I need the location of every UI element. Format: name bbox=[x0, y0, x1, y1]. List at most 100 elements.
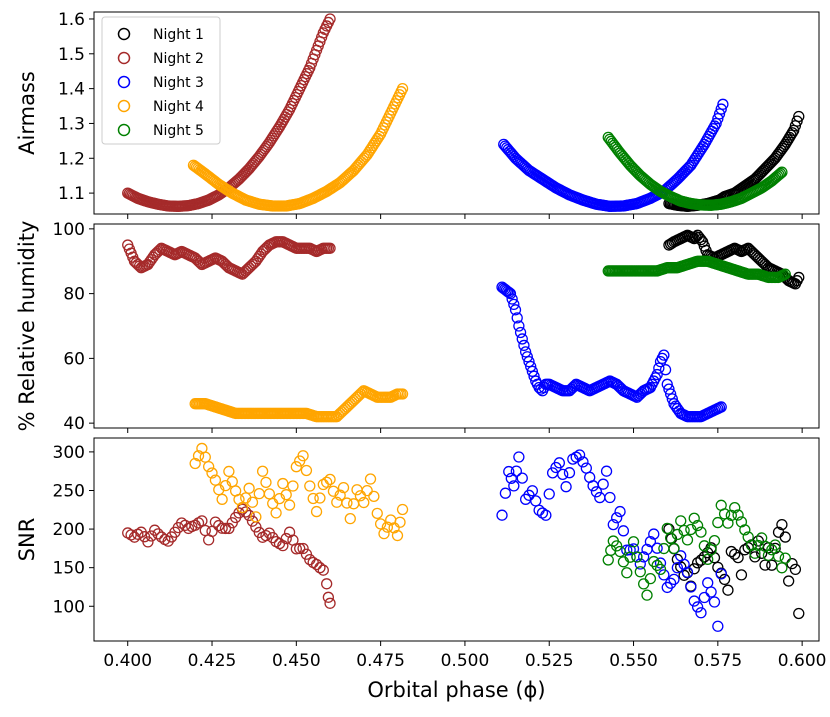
data-point-night-5 bbox=[675, 515, 687, 527]
data-point-night-2 bbox=[260, 529, 272, 542]
data-point-night-4 bbox=[260, 476, 272, 489]
data-point-night-2 bbox=[196, 515, 208, 527]
data-point-night-4 bbox=[287, 480, 299, 492]
y-tick-label: 60 bbox=[63, 349, 85, 369]
data-point-night-2 bbox=[209, 516, 222, 528]
data-point-night-4 bbox=[236, 501, 249, 514]
data-point-night-5 bbox=[681, 534, 694, 546]
series-night-5 bbox=[602, 499, 791, 601]
data-point-night-5 bbox=[776, 166, 788, 178]
data-point-night-3 bbox=[510, 465, 522, 477]
data-point-night-3 bbox=[654, 557, 667, 569]
y-tick-label: 80 bbox=[63, 285, 85, 305]
data-point-night-4 bbox=[192, 450, 205, 462]
x-tick-label: 0.400 bbox=[103, 651, 152, 671]
data-point-night-3 bbox=[614, 505, 626, 518]
data-point-night-5 bbox=[712, 516, 724, 529]
data-point-night-4 bbox=[364, 473, 377, 485]
data-point-night-3 bbox=[513, 451, 525, 463]
data-point-night-1 bbox=[783, 575, 795, 587]
data-point-night-5 bbox=[732, 509, 744, 521]
data-point-night-3 bbox=[664, 388, 677, 400]
data-point-night-4 bbox=[334, 489, 346, 501]
data-point-night-1 bbox=[691, 557, 704, 569]
x-tick-label: 0.575 bbox=[694, 651, 743, 671]
data-point-night-4 bbox=[206, 467, 218, 479]
data-point-night-4 bbox=[307, 492, 319, 505]
data-point-night-5 bbox=[658, 542, 670, 555]
data-point-night-5 bbox=[651, 559, 663, 572]
data-point-night-2 bbox=[223, 522, 235, 535]
data-point-night-4 bbox=[396, 503, 409, 516]
y-tick-label: 150 bbox=[53, 559, 85, 579]
data-point-night-4 bbox=[216, 493, 228, 505]
data-point-night-3 bbox=[712, 113, 724, 125]
data-point-night-3 bbox=[661, 378, 673, 390]
data-point-night-5 bbox=[698, 540, 710, 552]
data-point-night-4 bbox=[351, 484, 363, 496]
data-point-night-2 bbox=[125, 529, 137, 541]
data-point-night-3 bbox=[617, 525, 630, 537]
data-point-night-1 bbox=[712, 561, 724, 574]
data-point-night-3 bbox=[514, 326, 527, 339]
data-point-night-2 bbox=[176, 517, 188, 529]
data-point-night-1 bbox=[695, 233, 707, 246]
legend-label-night-3: Night 3 bbox=[153, 75, 204, 91]
legend: Night 1 Night 2 Night 3 Night 4 Night 5 bbox=[101, 16, 221, 145]
data-point-night-2 bbox=[216, 522, 228, 534]
legend-label-night-4: Night 4 bbox=[153, 99, 204, 115]
data-point-night-3 bbox=[715, 568, 727, 580]
data-point-night-2 bbox=[297, 542, 309, 555]
data-point-night-4 bbox=[341, 497, 353, 509]
data-point-night-1 bbox=[722, 584, 734, 596]
data-point-night-5 bbox=[627, 536, 640, 548]
data-point-night-2 bbox=[267, 531, 279, 544]
data-point-night-4 bbox=[280, 489, 292, 501]
data-point-night-3 bbox=[712, 620, 724, 632]
data-point-night-1 bbox=[688, 563, 700, 575]
data-point-night-5 bbox=[664, 532, 677, 544]
legend-marker-night-3 bbox=[117, 75, 131, 89]
x-tick-label: 0.425 bbox=[188, 651, 237, 671]
x-tick-label: 0.600 bbox=[778, 651, 827, 671]
data-point-night-2 bbox=[152, 528, 164, 540]
data-point-night-3 bbox=[540, 509, 552, 521]
data-point-night-4 bbox=[270, 507, 282, 519]
data-point-night-3 bbox=[523, 355, 535, 368]
data-point-night-3 bbox=[504, 287, 517, 300]
data-point-night-3 bbox=[685, 581, 697, 593]
data-point-night-3 bbox=[600, 465, 613, 477]
data-point-night-3 bbox=[651, 368, 663, 381]
data-point-night-2 bbox=[206, 525, 218, 538]
x-tick-label: 0.475 bbox=[356, 651, 405, 671]
data-point-night-4 bbox=[273, 492, 286, 505]
data-point-night-5 bbox=[621, 567, 633, 579]
data-point-night-3 bbox=[717, 98, 729, 110]
y-tick-label: 1.2 bbox=[58, 149, 85, 169]
data-point-night-3 bbox=[597, 478, 609, 490]
data-point-night-5 bbox=[739, 524, 751, 536]
data-point-night-4 bbox=[310, 505, 323, 518]
data-point-night-3 bbox=[570, 451, 582, 463]
data-point-night-4 bbox=[189, 457, 201, 470]
data-point-night-4 bbox=[388, 522, 400, 534]
data-point-night-3 bbox=[521, 351, 533, 363]
data-point-night-4 bbox=[337, 481, 350, 494]
data-point-night-5 bbox=[708, 535, 721, 547]
data-point-night-4 bbox=[246, 496, 259, 508]
legend-marker-night-1 bbox=[117, 27, 131, 41]
data-point-night-5 bbox=[602, 554, 614, 566]
data-point-night-2 bbox=[219, 522, 232, 535]
data-point-night-3 bbox=[668, 573, 680, 586]
data-point-night-3 bbox=[513, 320, 525, 332]
data-point-night-3 bbox=[526, 365, 539, 377]
data-point-night-2 bbox=[310, 558, 323, 571]
y-tick-label: 250 bbox=[53, 481, 85, 501]
data-point-night-2 bbox=[145, 530, 157, 542]
data-point-night-4 bbox=[199, 451, 211, 463]
data-point-night-3 bbox=[506, 293, 518, 305]
data-point-night-3 bbox=[525, 360, 537, 373]
series-night-4 bbox=[187, 82, 409, 212]
data-point-night-1 bbox=[793, 110, 805, 123]
data-point-night-3 bbox=[638, 551, 650, 563]
